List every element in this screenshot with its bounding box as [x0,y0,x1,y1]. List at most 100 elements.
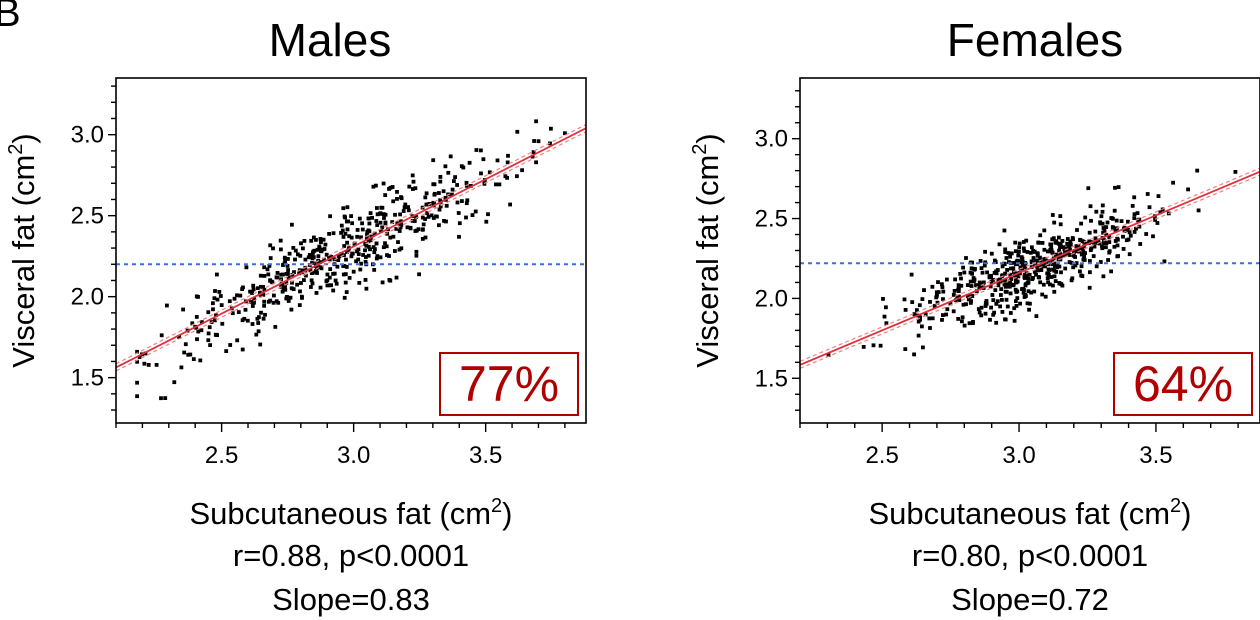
data-point [298,253,303,258]
data-point [219,303,224,307]
data-point [1107,249,1112,254]
data-point [871,343,876,348]
data-point [994,320,999,325]
data-point [1068,242,1073,247]
data-point [431,182,436,187]
data-point [1056,241,1061,246]
data-point [375,223,380,227]
data-point [291,246,296,250]
percent-badge: 64% [1113,352,1253,416]
data-point [356,252,361,256]
data-point [1105,220,1110,225]
data-point [403,202,408,207]
data-point [1092,240,1096,245]
data-point [398,225,403,230]
data-point [1065,241,1070,246]
data-point [456,211,461,215]
data-point [410,173,415,178]
data-point [368,211,373,215]
data-point [199,328,204,333]
data-point [190,321,195,326]
data-point [940,282,944,287]
data-point [213,318,217,323]
data-point [1005,268,1009,272]
data-point [1029,259,1034,264]
data-point [343,272,348,276]
data-point [342,214,347,219]
data-point [408,226,413,231]
data-point [494,182,498,187]
data-point [484,219,489,224]
data-point [399,195,403,199]
data-point [388,235,393,240]
data-point [280,289,285,294]
data-point [179,365,184,370]
data-point [344,219,349,224]
data-point [352,242,357,247]
data-point [281,272,285,277]
data-point [1083,241,1088,246]
data-point [1028,250,1033,255]
data-point [214,313,218,318]
data-point [981,281,986,286]
data-point [291,287,296,291]
data-point [1015,258,1020,263]
data-point [450,187,455,192]
data-point [960,315,965,320]
data-point [309,238,314,243]
data-point [331,231,336,236]
data-point [1021,246,1026,251]
data-point [371,245,376,249]
data-point [385,231,390,236]
data-point [1017,241,1022,246]
y-axis-title-text: Visceral fat (cm [690,155,725,368]
data-point [1069,261,1074,265]
data-point [344,257,348,262]
data-point [1062,247,1067,251]
data-point [508,202,512,207]
x-axis-title-superscript: 2 [1170,495,1181,517]
x-axis-title-end: ) [1181,496,1191,531]
data-point [1132,216,1137,220]
y-axis-title: Visceral fat (cm2) [5,133,41,368]
data-point [915,308,919,312]
data-point [315,271,319,275]
data-point [364,255,368,259]
data-point [1158,210,1163,215]
data-point [383,193,388,197]
data-point [1005,304,1010,309]
data-point [361,253,365,257]
data-point [251,283,256,288]
data-point [393,249,397,253]
data-point [1009,277,1013,281]
data-point [262,265,267,270]
data-point [531,150,536,154]
data-point [235,338,240,343]
percent-box [1113,352,1253,416]
data-point [228,343,233,347]
data-point [1067,260,1072,264]
data-point [1087,230,1092,235]
data-point [1055,263,1059,268]
data-point [1042,247,1047,252]
data-point [1127,252,1132,257]
data-point [172,380,177,385]
data-point [1100,221,1105,226]
data-point [252,300,256,305]
data-point [948,301,953,306]
data-point [1102,229,1107,233]
data-point [356,247,361,252]
data-point [383,221,388,226]
data-point [1014,290,1019,294]
data-point [884,321,889,326]
data-point [481,157,486,162]
data-point [318,237,323,241]
data-point [1011,266,1016,271]
data-point [1014,299,1018,303]
data-point [343,231,348,236]
data-point [414,249,419,254]
data-point [1196,208,1201,213]
data-point [374,219,379,223]
data-point [967,321,972,326]
data-point [319,240,323,245]
